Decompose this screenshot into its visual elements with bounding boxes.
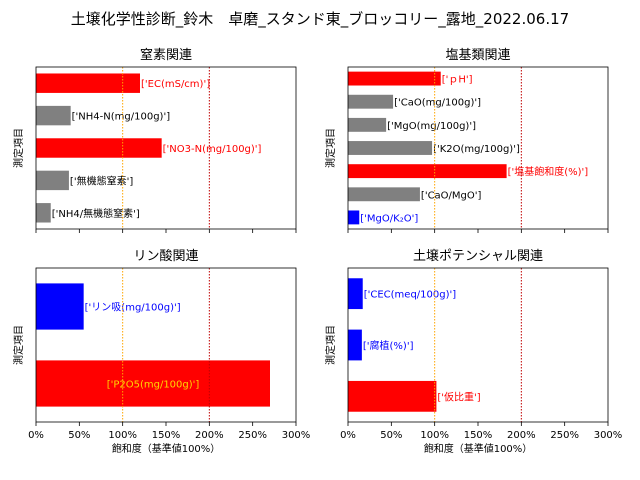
chart-title: 塩基類関連	[445, 48, 510, 63]
x-axis-label: 飽和度（基準値100%）	[112, 442, 221, 455]
bar-label: ['MgO/K₂O']	[360, 213, 418, 224]
bar-label: ['NO3-N(mg/100g)']	[163, 144, 262, 155]
bar-label: ['腐植(%)']	[363, 339, 414, 352]
bar-label: ['NH4/無機態窒素']	[52, 207, 140, 220]
x-tick-label: 250%	[238, 430, 267, 441]
chart-title: 窒素関連	[140, 47, 192, 63]
bar-label: ['リン吸(mg/100g)']	[85, 303, 181, 314]
bar-label: ['EC(mS/cm)']	[141, 79, 210, 90]
x-tick-label: 250%	[550, 430, 579, 441]
bar-label: ['CaO(mg/100g)']	[394, 98, 481, 109]
x-tick-label: 100%	[108, 430, 137, 441]
x-tick-label: 50%	[68, 430, 90, 441]
bar	[348, 141, 433, 155]
bar	[36, 138, 162, 158]
bar	[36, 203, 51, 223]
bar	[36, 170, 69, 191]
bar	[348, 278, 363, 310]
y-axis-label: 測定項目	[324, 325, 337, 365]
y-axis-label: 測定項目	[12, 325, 25, 365]
bar	[348, 210, 360, 225]
bar-label: ['無機態窒素']	[70, 174, 133, 187]
x-tick-label: 50%	[380, 430, 402, 441]
x-axis-label: 飽和度（基準値100%）	[424, 442, 533, 455]
figure-title: 土壌化学性診断_鈴木 卓磨_スタンド東_ブロッコリー_露地_2022.06.17	[71, 10, 569, 29]
bar	[36, 105, 71, 126]
x-tick-label: 150%	[152, 430, 181, 441]
bar-label: ['NH4-N(mg/100g)']	[72, 112, 171, 123]
x-tick-label: 150%	[464, 430, 493, 441]
bar-label: ['MgO(mg/100g)']	[387, 121, 476, 132]
x-tick-label: 100%	[420, 430, 449, 441]
bar	[348, 329, 362, 361]
chart-title: リン酸関連	[133, 249, 198, 264]
x-tick-label: 0%	[28, 430, 44, 441]
bar	[348, 164, 507, 179]
bar-label: ['K2O(mg/100g)']	[433, 144, 520, 155]
bar	[348, 380, 437, 412]
bar	[36, 283, 84, 330]
bar-label: ['仮比重']	[437, 390, 480, 403]
bar	[348, 94, 394, 109]
chart-title: 土壌ポテンシャル関連	[413, 249, 543, 264]
bar	[348, 71, 441, 86]
bar-label: ['P2O5(mg/100g)']	[107, 380, 200, 391]
bar-label: ['CEC(meq/100g)']	[364, 290, 457, 301]
bar	[348, 187, 420, 202]
bar	[36, 73, 140, 93]
x-tick-label: 0%	[340, 430, 356, 441]
bar	[36, 360, 270, 407]
y-axis-label: 測定項目	[12, 128, 25, 168]
bar	[348, 117, 387, 132]
x-tick-label: 300%	[282, 430, 311, 441]
y-axis-label: 測定項目	[324, 128, 337, 168]
x-tick-label: 200%	[195, 430, 224, 441]
bar-label: ['ｐH']	[442, 75, 473, 86]
bar-label: ['塩基飽和度(%)']	[508, 165, 589, 178]
bar-label: ['CaO/MgO']	[421, 190, 482, 201]
x-tick-label: 200%	[507, 430, 536, 441]
x-tick-label: 300%	[594, 430, 623, 441]
